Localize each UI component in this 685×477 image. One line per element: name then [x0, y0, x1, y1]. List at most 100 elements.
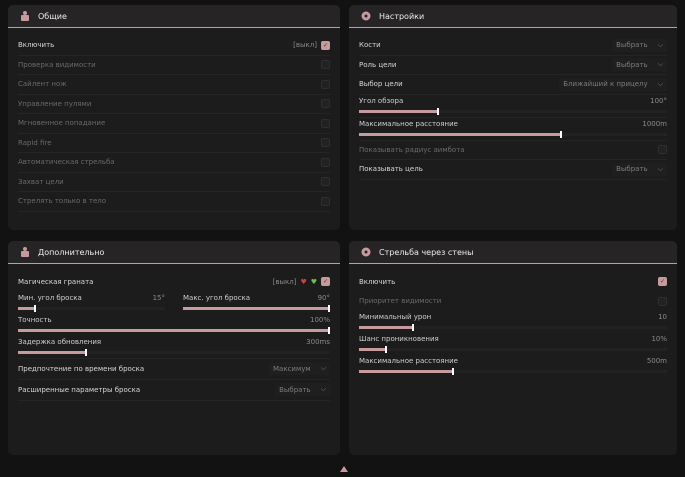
- heart-red-icon[interactable]: ♥: [300, 277, 307, 286]
- slider-track[interactable]: [359, 107, 667, 115]
- slider-thumb[interactable]: [560, 130, 563, 138]
- list-item[interactable]: Rapid fire: [18, 134, 330, 153]
- target-role-dropdown[interactable]: Выбрать ⌵: [612, 58, 667, 72]
- slider-label: Макс. угол броска: [183, 293, 251, 302]
- item-checkbox[interactable]: [321, 79, 330, 89]
- slider-thumb[interactable]: [412, 324, 415, 331]
- item-checkbox[interactable]: [321, 177, 330, 187]
- list-item[interactable]: Мгновенное попадание: [18, 114, 330, 134]
- target-select-row: Выбор цели Ближайший к прицелу ⌵: [359, 75, 667, 95]
- slider-track[interactable]: [18, 326, 330, 334]
- resize-handle[interactable]: [340, 466, 348, 472]
- slider-label: Максимальное расстояние: [359, 119, 458, 128]
- priority-row[interactable]: Приоритет видимости: [359, 292, 667, 312]
- max-distance-slider[interactable]: Максимальное расстояние 1000m: [359, 118, 667, 141]
- general-panel: Общие Включить [выкл] ✓ Проверка видимости…: [8, 5, 340, 230]
- item-checkbox[interactable]: [321, 196, 330, 206]
- min-damage-slider[interactable]: Минимальный урон 10: [359, 311, 667, 333]
- heart-green-icon[interactable]: ♥: [310, 277, 317, 286]
- slider-fill: [359, 348, 387, 351]
- target-role-label: Роль цели: [359, 60, 397, 69]
- slider-track[interactable]: [183, 304, 330, 312]
- panel-title: Настройки: [379, 11, 425, 21]
- slider-label: Угол обзора: [359, 96, 404, 105]
- target-select-label: Выбор цели: [359, 80, 403, 89]
- pen-chance-slider[interactable]: Шанс проникновения 10%: [359, 333, 667, 355]
- panel-header: Общие: [8, 5, 340, 28]
- list-item[interactable]: Автоматическая стрельба: [18, 153, 330, 173]
- wallbang-panel: Стрельба через стены Включить ✓ Приоритет…: [349, 241, 677, 455]
- panel-header: Настройки: [349, 5, 677, 28]
- time-pref-label: Предпочтение по времени броска: [18, 364, 145, 373]
- show-target-dropdown[interactable]: Выбрать ⌵: [612, 162, 667, 176]
- slider-thumb[interactable]: [328, 326, 330, 334]
- slider-track[interactable]: [359, 368, 667, 375]
- item-label: Захват цели: [18, 177, 64, 186]
- enable-checkbox[interactable]: ✓: [658, 277, 667, 287]
- slider-track[interactable]: [359, 324, 667, 331]
- grenade-checkbox[interactable]: ✓: [321, 277, 330, 287]
- enable-checkbox[interactable]: ✓: [321, 40, 330, 50]
- settings-panel: Настройки Кости Выбрать ⌵ Роль цели Выбрать…: [349, 5, 677, 230]
- slider-label: Задержка обновления: [18, 337, 102, 346]
- slider-thumb[interactable]: [33, 304, 36, 312]
- panel-title: Стрельба через стены: [379, 247, 474, 257]
- slider-value: 15°: [152, 293, 165, 302]
- show-radius-checkbox[interactable]: [658, 145, 667, 155]
- slider-value: 300ms: [306, 337, 330, 346]
- slider-value: 100%: [309, 315, 330, 324]
- bones-label: Кости: [359, 41, 381, 50]
- chevron-down-icon: ⌵: [657, 164, 663, 173]
- dropdown-value: Выбрать: [616, 60, 648, 69]
- list-item[interactable]: Захват цели: [18, 173, 330, 192]
- slider-fill: [18, 328, 330, 332]
- slider-track[interactable]: [18, 304, 165, 312]
- slider-track[interactable]: [359, 130, 667, 138]
- chevron-down-icon: ⌵: [657, 79, 663, 88]
- list-item[interactable]: Сайлент нож: [18, 75, 330, 95]
- item-checkbox[interactable]: [321, 118, 330, 128]
- target-select-dropdown[interactable]: Ближайший к прицелу ⌵: [559, 77, 667, 91]
- slider-thumb[interactable]: [84, 348, 87, 356]
- slider-thumb[interactable]: [328, 304, 330, 312]
- slider-thumb[interactable]: [452, 368, 455, 375]
- slider-value: 10%: [651, 335, 667, 343]
- slider-thumb[interactable]: [384, 346, 387, 353]
- item-checkbox[interactable]: [321, 138, 330, 148]
- slider-track[interactable]: [359, 346, 667, 353]
- slider-label: Шанс проникновения: [359, 335, 439, 343]
- item-checkbox[interactable]: [321, 60, 330, 70]
- wallbang-max-distance-slider[interactable]: Максимальное расстояние 500m: [359, 355, 667, 377]
- slider-track[interactable]: [18, 348, 330, 356]
- item-checkbox[interactable]: [321, 99, 330, 109]
- list-item[interactable]: Стрелять только в тело: [18, 192, 330, 212]
- delay-slider[interactable]: Задержка обновления 300ms: [18, 336, 330, 359]
- priority-label: Приоритет видимости: [359, 297, 442, 306]
- slider-value: 100°: [650, 96, 667, 105]
- wallbang-enable-row[interactable]: Включить ✓: [359, 272, 667, 292]
- fov-slider[interactable]: Угол обзора 100°: [359, 95, 667, 118]
- slider-thumb[interactable]: [437, 107, 440, 115]
- grenade-row[interactable]: Магическая граната [выкл] ♥ ♥ ✓: [18, 272, 330, 292]
- enable-state: [выкл]: [293, 41, 317, 50]
- min-angle-slider[interactable]: Мин. угол броска 15°: [18, 292, 165, 314]
- bones-dropdown[interactable]: Выбрать ⌵: [612, 38, 667, 52]
- slider-label: Минимальный урон: [359, 313, 432, 321]
- priority-checkbox[interactable]: [658, 296, 667, 306]
- show-radius-row[interactable]: Показывать радиус аимбота: [359, 141, 667, 160]
- chevron-down-icon: ⌵: [657, 40, 663, 49]
- ext-params-row: Расширенные параметры броска Выбрать ⌵: [18, 380, 330, 401]
- accuracy-slider[interactable]: Точность 100%: [18, 314, 330, 336]
- list-item[interactable]: Управление пулями: [18, 95, 330, 114]
- enable-row[interactable]: Включить [выкл] ✓: [18, 36, 330, 56]
- panel-title: Общие: [38, 11, 67, 21]
- max-angle-slider[interactable]: Макс. угол броска 90°: [183, 292, 330, 314]
- slider-fill: [359, 370, 455, 373]
- list-item[interactable]: Проверка видимости: [18, 56, 330, 75]
- ext-params-dropdown[interactable]: Выбрать ⌵: [275, 383, 330, 396]
- ext-params-label: Расширенные параметры броска: [18, 385, 141, 394]
- show-radius-label: Показывать радиус аимбота: [359, 145, 465, 154]
- time-pref-dropdown[interactable]: Максимум ⌵: [269, 362, 330, 375]
- item-checkbox[interactable]: [321, 157, 330, 167]
- time-pref-row: Предпочтение по времени броска Максимум ⌵: [18, 359, 330, 380]
